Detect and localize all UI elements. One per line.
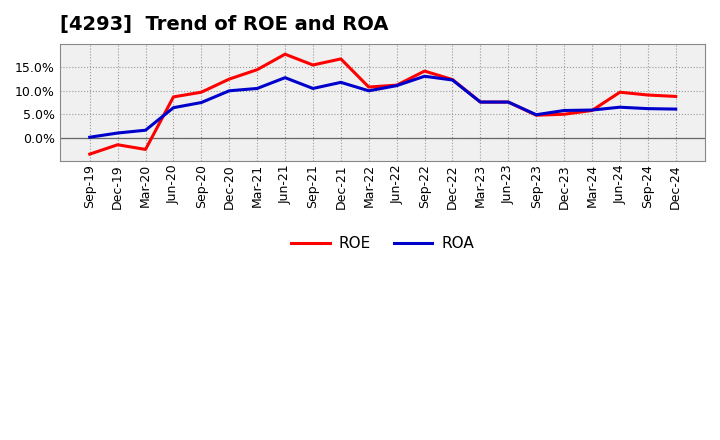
Legend: ROE, ROA: ROE, ROA bbox=[285, 230, 480, 257]
ROA bbox=[504, 99, 513, 105]
ROA bbox=[253, 86, 261, 91]
ROA bbox=[281, 75, 289, 81]
ROE bbox=[420, 69, 429, 74]
ROA bbox=[86, 135, 94, 140]
ROE bbox=[616, 90, 624, 95]
ROE bbox=[588, 108, 596, 113]
ROE bbox=[532, 113, 541, 118]
Text: [4293]  Trend of ROE and ROA: [4293] Trend of ROE and ROA bbox=[60, 15, 389, 34]
Line: ROA: ROA bbox=[90, 76, 675, 137]
ROE bbox=[197, 90, 206, 95]
ROE bbox=[336, 56, 345, 62]
ROA bbox=[588, 107, 596, 113]
ROE bbox=[86, 151, 94, 157]
ROA bbox=[197, 100, 206, 105]
ROE bbox=[559, 112, 568, 117]
ROE bbox=[644, 92, 652, 98]
ROE bbox=[392, 83, 401, 88]
ROE bbox=[113, 142, 122, 147]
ROA bbox=[559, 108, 568, 113]
ROE bbox=[253, 67, 261, 72]
ROA bbox=[616, 105, 624, 110]
ROA bbox=[420, 73, 429, 79]
ROA bbox=[225, 88, 233, 93]
ROA bbox=[644, 106, 652, 111]
ROE bbox=[364, 84, 373, 90]
ROE bbox=[671, 94, 680, 99]
ROA bbox=[671, 106, 680, 112]
ROE bbox=[504, 99, 513, 105]
ROA bbox=[364, 88, 373, 93]
ROE bbox=[309, 62, 318, 68]
ROA bbox=[532, 112, 541, 117]
ROA bbox=[169, 105, 178, 110]
ROA bbox=[448, 77, 456, 83]
ROA bbox=[113, 130, 122, 136]
ROA bbox=[309, 86, 318, 91]
ROA bbox=[336, 80, 345, 85]
ROE bbox=[169, 94, 178, 99]
ROE bbox=[141, 147, 150, 152]
ROA bbox=[141, 128, 150, 133]
ROA bbox=[392, 83, 401, 88]
ROE bbox=[448, 77, 456, 82]
ROE bbox=[476, 99, 485, 105]
ROA bbox=[476, 99, 485, 105]
Line: ROE: ROE bbox=[90, 54, 675, 154]
ROE bbox=[281, 51, 289, 57]
ROE bbox=[225, 77, 233, 82]
